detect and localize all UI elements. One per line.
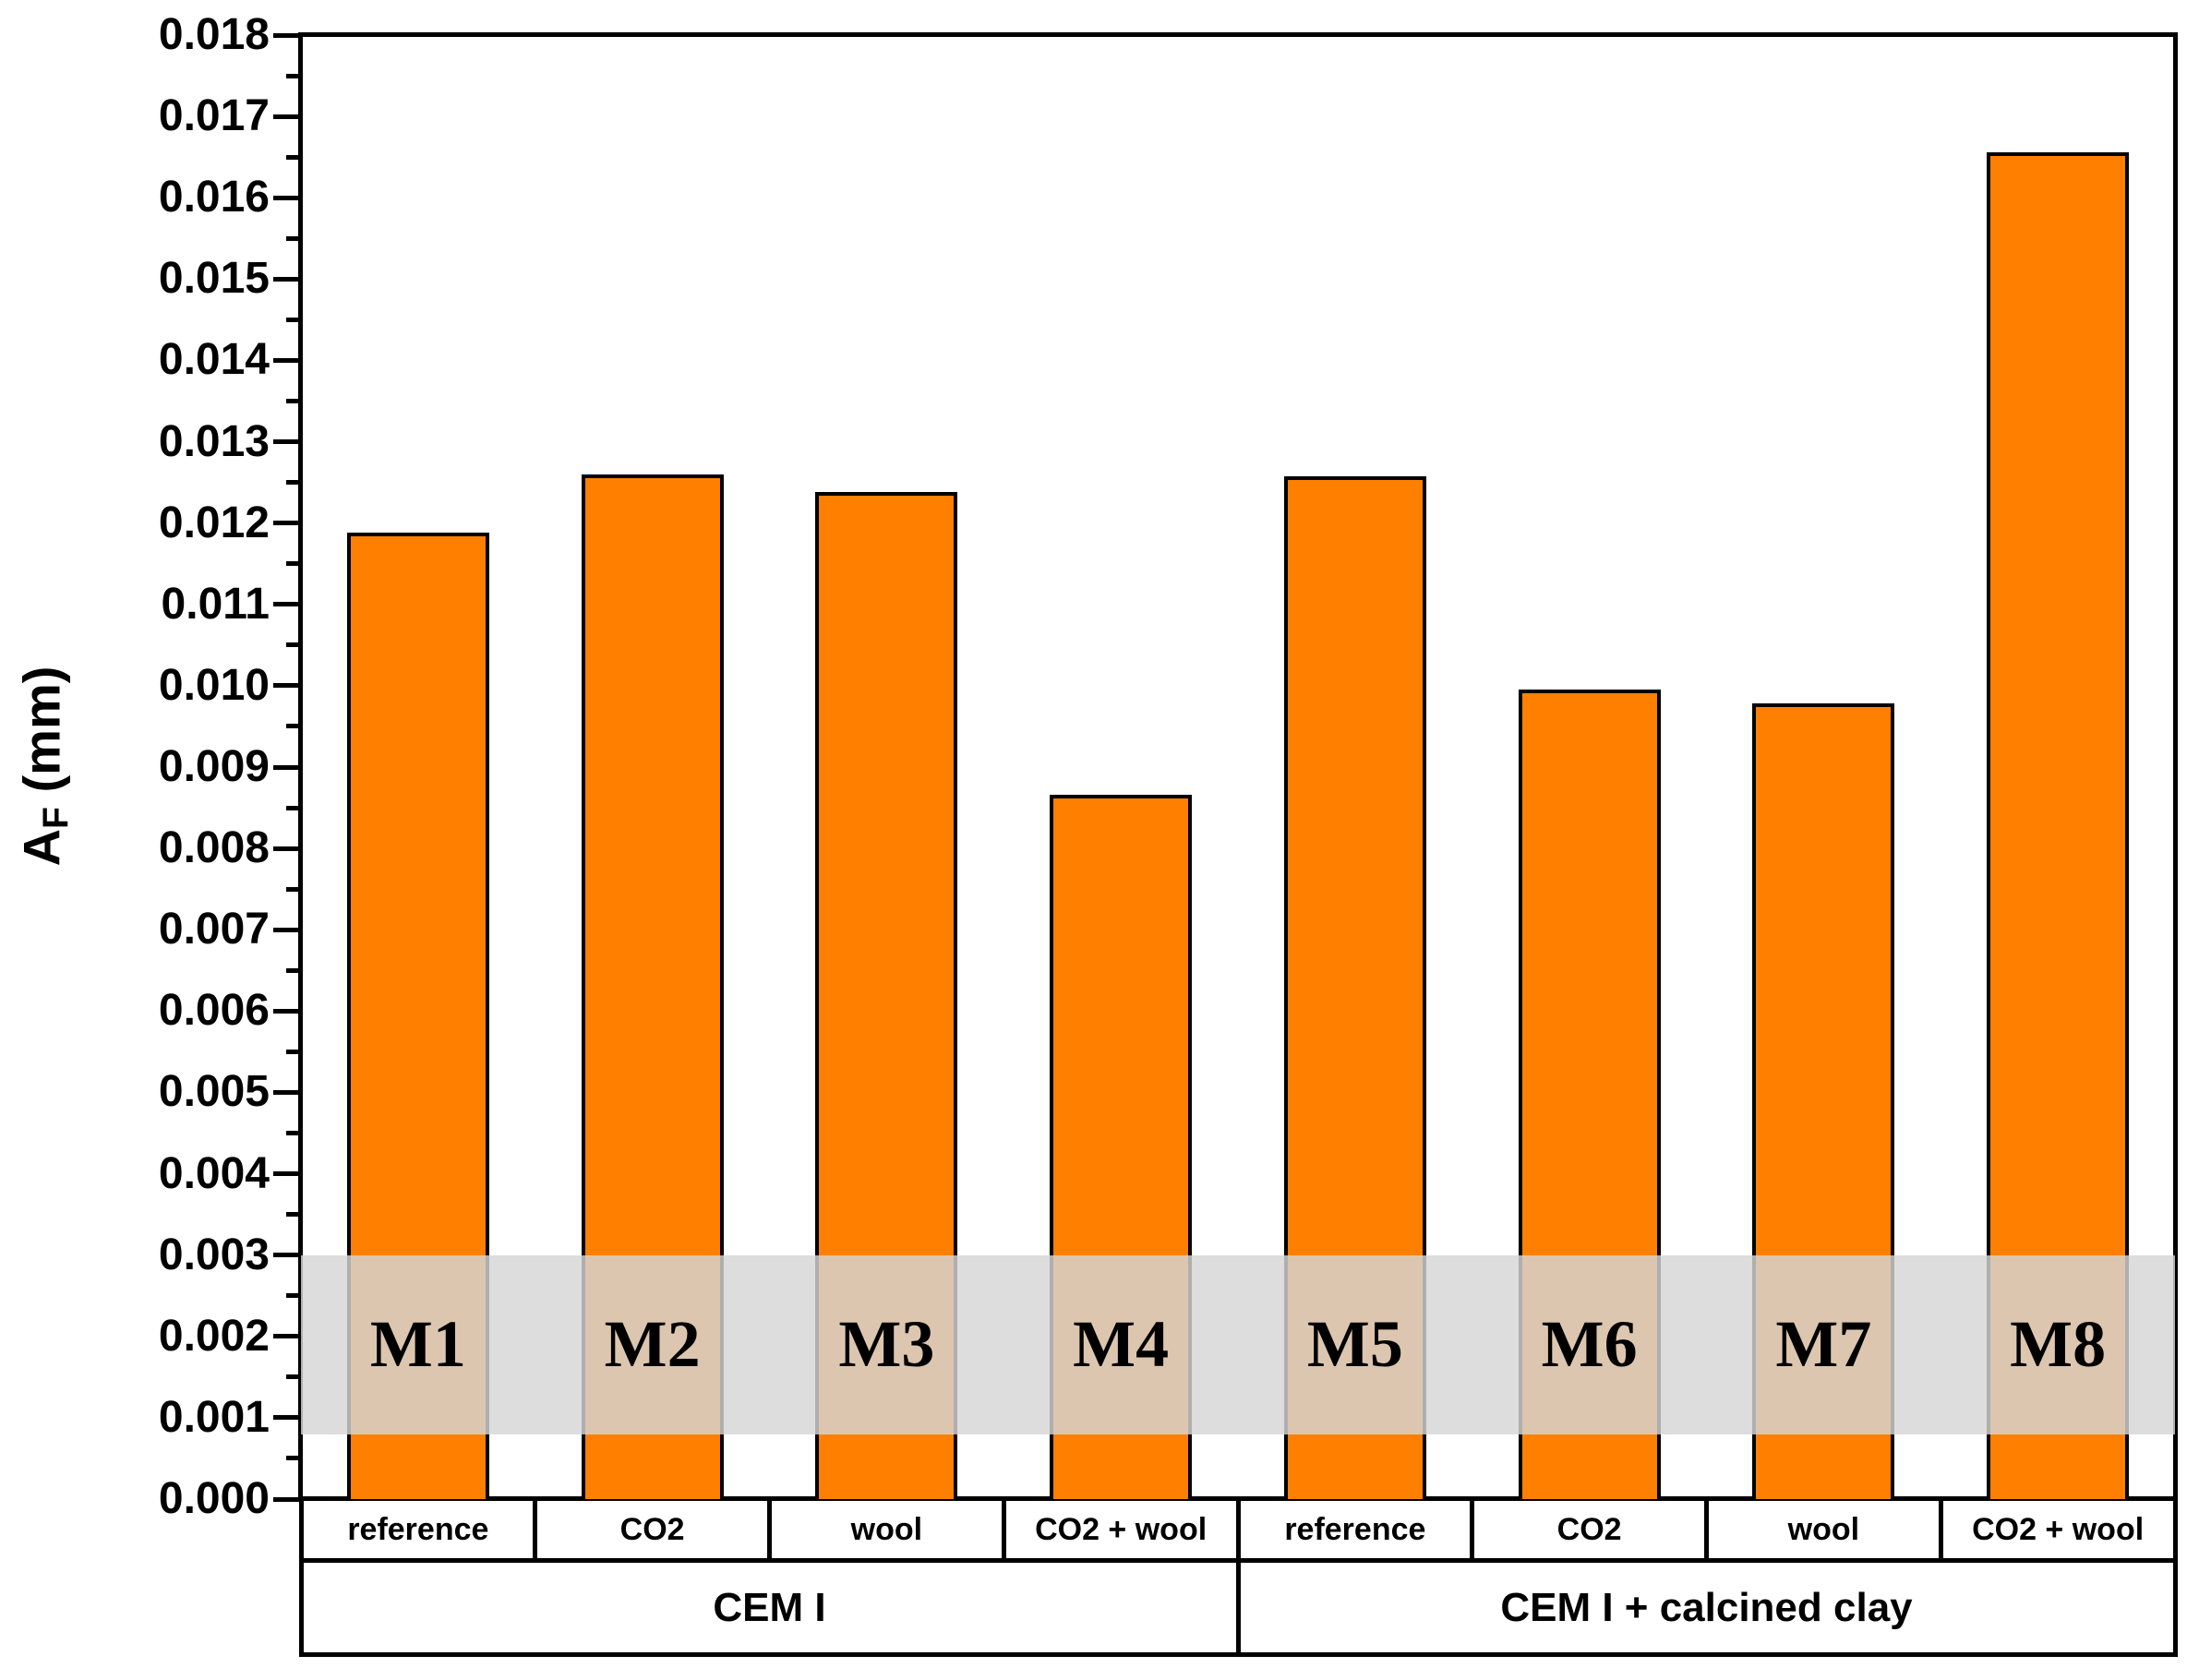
y-major-tick (273, 846, 299, 851)
y-minor-tick (286, 1131, 299, 1135)
bar-label-M7: M7 (1775, 1306, 1872, 1381)
bar-label-M5: M5 (1306, 1306, 1403, 1381)
y-tick-label: 0.013 (158, 416, 270, 466)
y-minor-tick (286, 561, 299, 567)
y-tick-label: 0.000 (158, 1474, 270, 1523)
y-tick-label: 0.006 (158, 986, 270, 1036)
y-major-tick (273, 439, 299, 445)
y-major-tick (273, 764, 299, 770)
y-minor-tick (286, 399, 299, 403)
y-tick-label: 0.005 (158, 1067, 270, 1117)
y-minor-tick (286, 642, 299, 648)
group-cell-2: CEM I + calcined clay (1235, 1558, 2178, 1657)
y-tick-label: 0.008 (158, 823, 270, 873)
y-minor-tick (286, 73, 299, 78)
y-minor-tick (286, 1374, 299, 1380)
y-tick-label: 0.009 (158, 742, 270, 791)
y-major-tick (273, 1171, 299, 1177)
y-minor-tick (286, 1293, 299, 1299)
bar-label-M8: M8 (2010, 1306, 2107, 1381)
y-major-tick (273, 683, 299, 689)
y-minor-tick (286, 1212, 299, 1218)
y-tick-label: 0.016 (158, 173, 270, 222)
y-major-tick (273, 1334, 299, 1339)
y-major-tick (273, 114, 299, 119)
category-cell-5: reference (1235, 1496, 1475, 1563)
y-minor-tick (286, 317, 299, 322)
y-minor-tick (286, 967, 299, 973)
y-tick-label: 0.004 (158, 1148, 270, 1198)
category-cell-4: CO2 + wool (1001, 1496, 1241, 1563)
category-cell-6: CO2 (1470, 1496, 1709, 1563)
bar-label-M4: M4 (1073, 1306, 1170, 1381)
y-major-tick (273, 195, 299, 200)
category-cell-3: wool (767, 1496, 1006, 1563)
group-cell-1: CEM I (298, 1558, 1241, 1657)
highlight-band (301, 1254, 2175, 1434)
bar-label-M2: M2 (604, 1306, 701, 1381)
y-tick-label: 0.007 (158, 905, 270, 954)
y-minor-tick (286, 886, 299, 892)
bar-label-M1: M1 (369, 1306, 466, 1381)
y-tick-label: 0.014 (158, 335, 270, 385)
y-minor-tick (286, 1049, 299, 1054)
y-major-tick (273, 1008, 299, 1014)
y-major-tick (273, 602, 299, 607)
y-tick-label: 0.017 (158, 91, 270, 141)
bar-label-M3: M3 (838, 1306, 935, 1381)
y-minor-tick (286, 805, 299, 810)
y-major-tick (273, 1089, 299, 1095)
y-major-tick (273, 1496, 299, 1502)
y-tick-label: 0.018 (158, 10, 270, 59)
y-major-tick (273, 32, 299, 38)
y-major-tick (273, 1253, 299, 1258)
category-cell-8: CO2 + wool (1938, 1496, 2178, 1563)
category-cell-2: CO2 (533, 1496, 772, 1563)
y-tick-label: 0.001 (158, 1392, 270, 1442)
y-tick-label: 0.011 (161, 579, 270, 629)
y-tick-label: 0.002 (158, 1311, 270, 1361)
y-minor-tick (286, 480, 299, 486)
y-minor-tick (286, 1456, 299, 1461)
y-minor-tick (286, 235, 299, 241)
y-major-tick (273, 276, 299, 282)
y-major-tick (273, 1415, 299, 1421)
category-cell-7: wool (1704, 1496, 1943, 1563)
y-tick-label: 0.010 (158, 660, 270, 710)
y-minor-tick (286, 724, 299, 729)
y-major-tick (273, 927, 299, 932)
y-tick-label: 0.003 (158, 1230, 270, 1279)
bar-label-M6: M6 (1541, 1306, 1638, 1381)
y-tick-label: 0.015 (158, 254, 270, 304)
category-cell-1: reference (298, 1496, 538, 1563)
y-minor-tick (286, 154, 299, 160)
y-major-tick (273, 521, 299, 526)
y-tick-label: 0.012 (158, 498, 270, 547)
y-major-tick (273, 357, 299, 363)
